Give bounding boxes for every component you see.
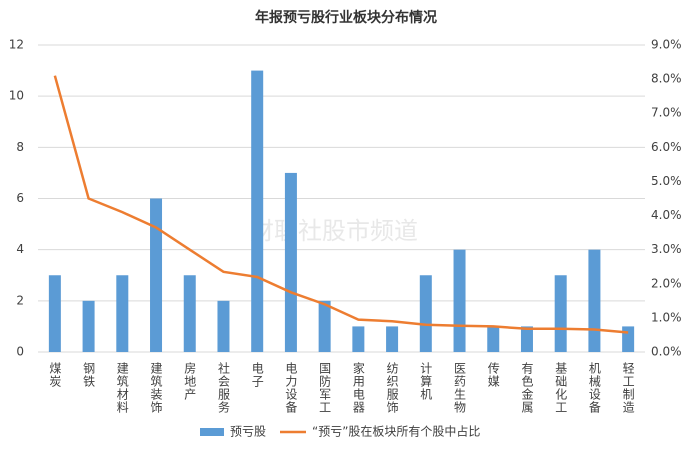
y-tick-label: 0 bbox=[16, 345, 24, 359]
x-tick-label: 建筑材料 bbox=[115, 362, 129, 414]
y2-tick-label: 7.0% bbox=[651, 106, 682, 120]
y-tick-label: 12 bbox=[9, 38, 24, 52]
x-tick-label: 家用电器 bbox=[351, 361, 365, 414]
x-tick-label: 煤炭 bbox=[48, 362, 62, 388]
x-tick-label: 基础化工 bbox=[554, 362, 568, 414]
x-tick-label: 轻工制造 bbox=[621, 362, 635, 414]
x-tick-label: 传媒 bbox=[486, 361, 500, 388]
bar bbox=[82, 300, 95, 352]
x-tick-label: 医药生物 bbox=[453, 362, 467, 414]
watermark: 财联社股市频道 bbox=[250, 217, 418, 245]
legend-swatch bbox=[200, 428, 224, 436]
x-tick-label: 钢铁 bbox=[82, 362, 96, 388]
x-tick-label: 纺织服饰 bbox=[385, 362, 399, 414]
legend-label: “预亏”股在板块所有个股中占比 bbox=[312, 424, 480, 439]
y2-tick-label: 1.0% bbox=[651, 310, 682, 324]
y-tick-label: 8 bbox=[16, 140, 24, 154]
x-tick-label: 机械设备 bbox=[587, 362, 601, 414]
x-tick-label: 有色金属 bbox=[520, 362, 534, 414]
legend-label: 预亏股 bbox=[230, 425, 266, 439]
bar bbox=[284, 172, 297, 352]
bar bbox=[520, 326, 533, 352]
x-tick-label: 电力设备 bbox=[284, 362, 298, 414]
y2-tick-label: 6.0% bbox=[651, 140, 682, 154]
bar bbox=[217, 300, 230, 352]
y-tick-label: 4 bbox=[16, 242, 24, 256]
y-tick-label: 2 bbox=[16, 293, 24, 307]
y-tick-label: 10 bbox=[9, 89, 24, 103]
bar bbox=[318, 300, 331, 352]
y2-tick-label: 4.0% bbox=[651, 208, 682, 222]
x-tick-label: 社会服务 bbox=[216, 361, 230, 414]
bar bbox=[116, 275, 129, 352]
x-tick-label: 建筑装饰 bbox=[149, 362, 163, 414]
bar bbox=[453, 249, 466, 352]
bar bbox=[386, 326, 399, 352]
bar bbox=[588, 249, 601, 352]
y2-tick-label: 3.0% bbox=[651, 242, 682, 256]
y2-tick-label: 8.0% bbox=[651, 72, 682, 86]
bar bbox=[251, 70, 264, 352]
x-tick-label: 房地产 bbox=[183, 361, 197, 401]
bar bbox=[48, 275, 61, 352]
bar bbox=[352, 326, 365, 352]
y-tick-label: 6 bbox=[16, 191, 24, 205]
line bbox=[53, 75, 629, 334]
bar bbox=[419, 275, 432, 352]
bar bbox=[622, 326, 635, 352]
x-tick-label: 计算机 bbox=[419, 362, 433, 401]
chart-title: 年报预亏股行业板块分布情况 bbox=[255, 9, 437, 26]
bar bbox=[554, 275, 567, 352]
y2-tick-label: 9.0% bbox=[651, 38, 682, 52]
x-tick-label: 电子 bbox=[250, 362, 264, 388]
x-tick-label: 国防军工 bbox=[318, 362, 332, 414]
y2-tick-label: 2.0% bbox=[651, 276, 682, 290]
bar bbox=[487, 326, 500, 352]
bar bbox=[183, 275, 196, 352]
y2-tick-label: 0.0% bbox=[651, 345, 682, 359]
y2-tick-label: 5.0% bbox=[651, 174, 682, 188]
bar bbox=[150, 198, 163, 352]
